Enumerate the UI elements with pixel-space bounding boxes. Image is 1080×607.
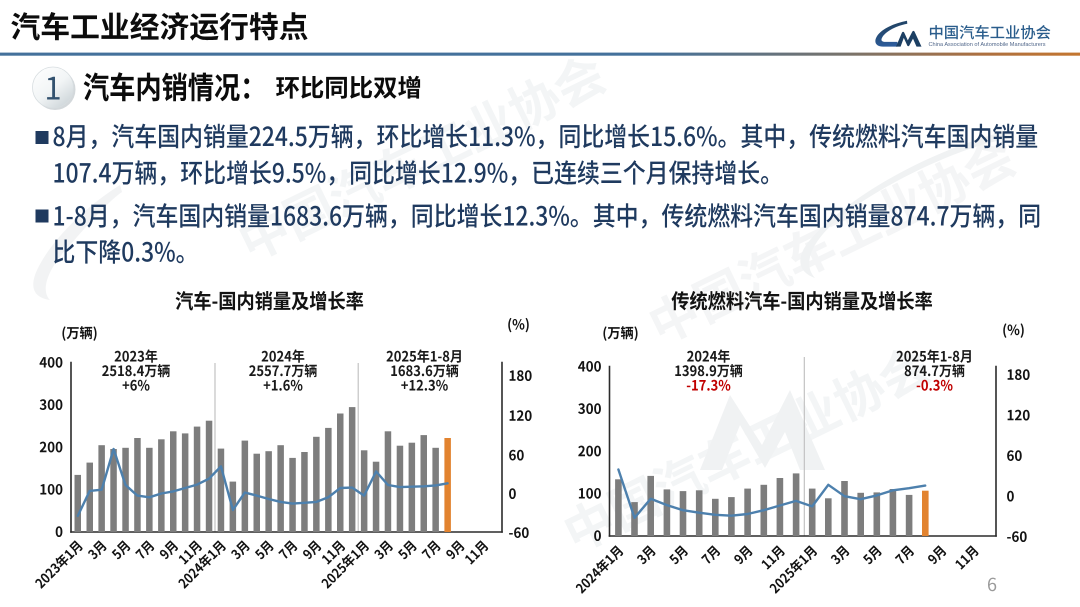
svg-text:China Association of Automobil: China Association of Automobile Manufact… [929,42,1046,48]
